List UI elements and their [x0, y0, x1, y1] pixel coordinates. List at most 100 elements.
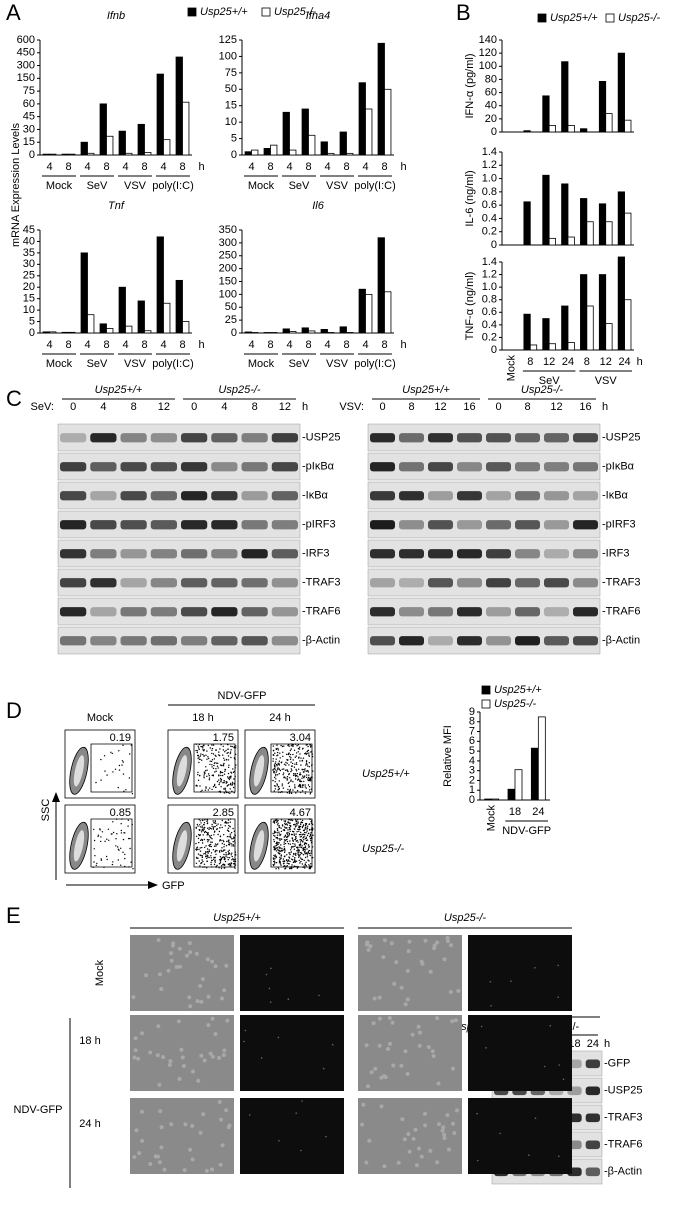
event-dot — [202, 860, 204, 863]
event-dot — [205, 754, 207, 756]
cell-speck — [558, 1064, 560, 1066]
event-dot — [289, 788, 292, 791]
event-dot — [283, 836, 285, 838]
band — [457, 578, 482, 588]
gate-percent: 1.75 — [213, 732, 234, 744]
event-dot — [289, 867, 291, 870]
event-dot — [308, 860, 310, 862]
arrow-head — [148, 881, 158, 889]
band — [370, 491, 395, 501]
event-dot — [293, 823, 296, 826]
event-dot — [283, 745, 285, 747]
event-dot — [310, 792, 312, 794]
bar — [320, 328, 328, 334]
micrograph — [468, 1015, 572, 1091]
event-dot — [290, 780, 292, 782]
event-dot — [207, 841, 209, 843]
row-label: -TRAF3 — [604, 1111, 643, 1123]
event-dot — [278, 831, 280, 833]
y-tick-label: 5 — [29, 315, 35, 327]
event-dot — [212, 753, 215, 755]
event-dot — [297, 751, 299, 753]
event-dot — [284, 821, 286, 823]
x-tick-label: Mock — [486, 805, 498, 832]
event-dot — [223, 762, 225, 765]
y-tick-label: 0 — [231, 327, 237, 339]
event-dot — [286, 762, 288, 764]
event-dot — [220, 824, 222, 826]
bar — [125, 325, 133, 334]
event-dot — [296, 850, 298, 852]
event-dot — [305, 762, 308, 764]
event-dot — [221, 764, 223, 767]
event-dot — [279, 863, 282, 865]
event-dot — [279, 856, 281, 859]
event-dot — [225, 782, 227, 784]
event-dot — [281, 850, 283, 852]
event-dot — [274, 762, 276, 765]
event-dot — [307, 844, 310, 846]
event-dot — [208, 835, 211, 837]
event-dot — [218, 867, 220, 869]
event-dot — [303, 839, 305, 841]
cell-speck — [219, 1117, 224, 1122]
event-dot — [298, 768, 300, 770]
event-dot — [210, 855, 212, 857]
cell-speck — [132, 1155, 137, 1160]
event-dot — [304, 845, 307, 847]
cell-speck — [220, 1143, 225, 1148]
event-dot — [211, 825, 213, 828]
event-dot — [224, 769, 227, 771]
band — [515, 607, 540, 617]
event-dot — [214, 825, 216, 828]
event-dot — [129, 837, 131, 840]
band — [399, 549, 424, 559]
event-dot — [298, 757, 300, 759]
event-dot — [306, 856, 309, 858]
event-dot — [307, 749, 310, 752]
bar — [598, 81, 607, 133]
event-dot — [289, 852, 291, 854]
event-dot — [96, 862, 98, 865]
legend-label: Usp25-/- — [494, 698, 537, 710]
lane-label: 0 — [70, 401, 76, 413]
bar — [125, 152, 133, 156]
event-dot — [305, 839, 308, 842]
x-tick-label: 8 — [103, 161, 109, 173]
event-dot — [305, 776, 308, 779]
event-dot — [210, 863, 212, 866]
event-dot — [224, 787, 226, 789]
event-dot — [285, 764, 287, 766]
bar — [270, 144, 278, 156]
event-dot — [212, 744, 215, 746]
x-tick-label: 8 — [343, 339, 349, 351]
bar — [163, 302, 171, 334]
event-dot — [100, 840, 102, 843]
cell-speck — [430, 1049, 435, 1054]
lane-label: 8 — [131, 401, 137, 413]
event-dot — [303, 859, 305, 862]
band — [271, 433, 298, 443]
x-tick-label: 4 — [324, 339, 330, 351]
band — [585, 1086, 600, 1096]
bar — [106, 135, 114, 156]
event-dot — [310, 832, 312, 834]
event-dot — [273, 776, 276, 779]
event-dot — [278, 826, 281, 829]
x-tick-label: 4 — [248, 161, 254, 173]
event-dot — [302, 775, 304, 777]
legend-swatch — [187, 7, 197, 17]
event-dot — [213, 758, 216, 760]
event-dot — [294, 845, 296, 847]
cell-speck — [442, 957, 447, 962]
blot-strip — [367, 510, 601, 539]
event-dot — [100, 758, 102, 761]
event-dot — [278, 846, 280, 848]
event-dot — [295, 852, 297, 855]
event-dot — [227, 776, 229, 778]
y-tick-label: 5 — [469, 745, 475, 757]
cell-speck — [485, 1047, 487, 1049]
row-label: -TRAF6 — [602, 605, 641, 617]
event-dot — [296, 824, 298, 826]
